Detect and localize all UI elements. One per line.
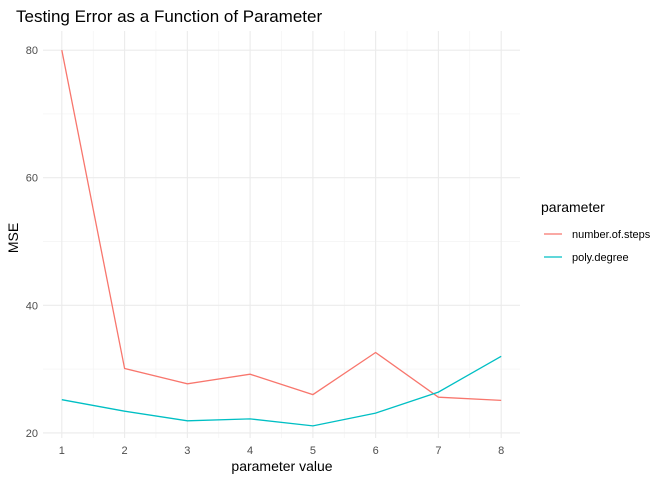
x-tick-label: 5 bbox=[310, 445, 316, 457]
series-line-number-of-steps bbox=[61, 49, 502, 402]
x-tick-label: 1 bbox=[59, 445, 65, 457]
x-axis-ticks: 1 2 3 4 5 6 7 8 bbox=[59, 445, 504, 457]
x-tick-label: 3 bbox=[184, 445, 190, 457]
y-tick-label: 80 bbox=[26, 45, 38, 57]
x-tick-label: 2 bbox=[122, 445, 128, 457]
legend-title: parameter bbox=[541, 199, 605, 215]
legend-label: number.of.steps bbox=[572, 229, 651, 241]
x-tick-label: 4 bbox=[247, 445, 253, 457]
gridlines bbox=[43, 31, 520, 438]
legend-label: poly.degree bbox=[572, 252, 629, 264]
y-tick-label: 40 bbox=[26, 300, 38, 312]
chart-title: Testing Error as a Function of Parameter bbox=[16, 7, 322, 26]
y-axis-ticks: 20 40 60 80 bbox=[26, 45, 38, 440]
x-tick-label: 7 bbox=[435, 445, 441, 457]
legend: parameter number.of.steps poly.degree bbox=[541, 199, 651, 264]
y-axis-title: MSE bbox=[5, 223, 21, 253]
series-line-poly-degree bbox=[61, 355, 502, 427]
x-tick-label: 8 bbox=[498, 445, 504, 457]
y-tick-label: 20 bbox=[26, 428, 38, 440]
y-tick-label: 60 bbox=[26, 173, 38, 185]
x-axis-title: parameter value bbox=[231, 458, 332, 474]
series-lines bbox=[61, 49, 502, 427]
x-tick-label: 6 bbox=[373, 445, 379, 457]
